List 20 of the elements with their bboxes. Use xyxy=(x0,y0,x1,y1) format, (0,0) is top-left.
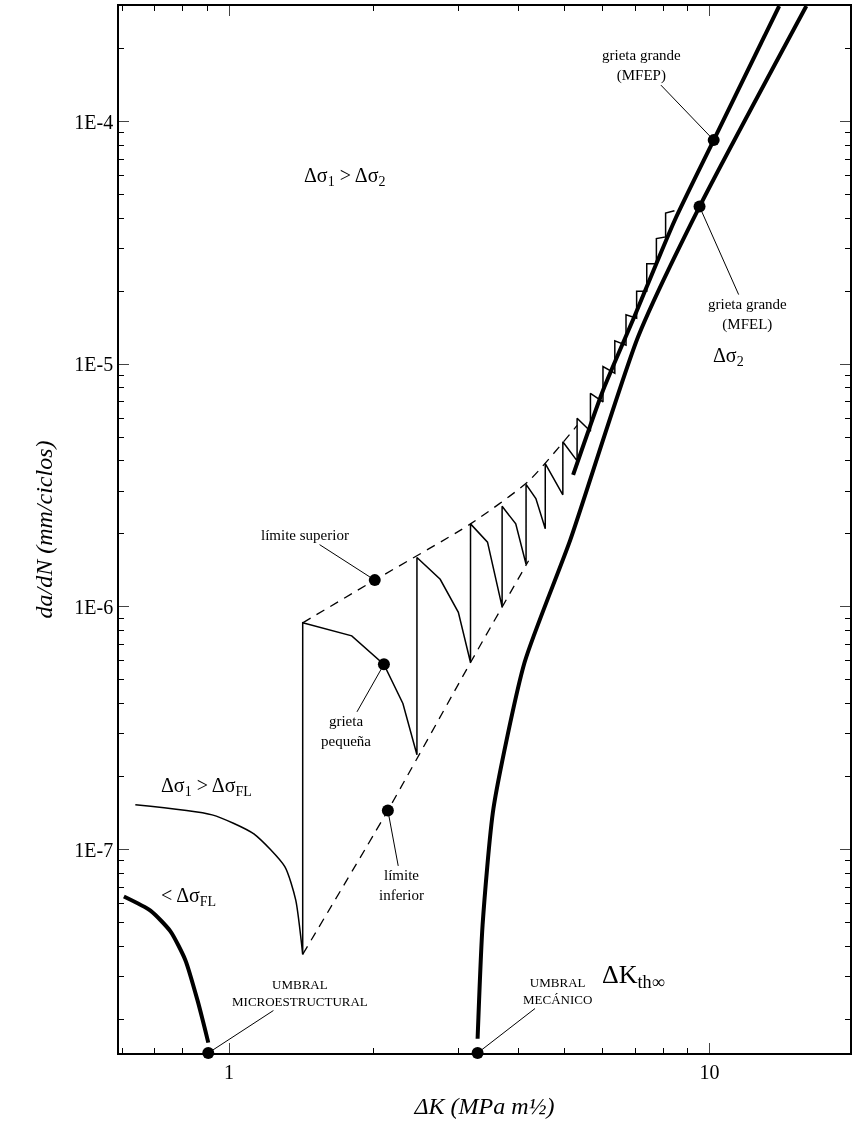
annotation: UMBRAL MECÁNICO xyxy=(523,975,593,1007)
annotation: < Δσ$_{FL}$ xyxy=(161,884,217,910)
y-tick-label: 1E-5 xyxy=(74,353,114,376)
annotation: Δσ$_{2}$ xyxy=(713,344,744,370)
annotation: límite superior xyxy=(261,527,349,543)
x-tick-label: 10 xyxy=(699,1060,720,1083)
annotation: ΔK$_{th∞}$ xyxy=(602,960,665,993)
y-tick-label: 1E-6 xyxy=(74,595,114,618)
y-axis-title: da/dN (mm/ciclos) xyxy=(30,440,57,619)
annotation: Δσ$_{1}$ > Δσ$_{FL}$ xyxy=(161,774,252,800)
annotation: grieta grande (MFEL) xyxy=(708,296,788,333)
x-tick-label: 1 xyxy=(224,1060,235,1083)
x-axis-title: ΔK (MPa m½) xyxy=(413,1092,555,1119)
annotation: grieta pequeña xyxy=(321,713,372,749)
annotation: grieta grande (MFEP) xyxy=(602,47,682,84)
y-tick-label: 1E-7 xyxy=(74,838,114,861)
annotation: límite inferior xyxy=(379,867,424,903)
annotation: UMBRAL MICROESTRUCTURAL xyxy=(232,977,368,1009)
annotation: Δσ$_{1}$ > Δσ$_{2}$ xyxy=(304,164,386,190)
y-tick-label: 1E-4 xyxy=(74,110,114,133)
